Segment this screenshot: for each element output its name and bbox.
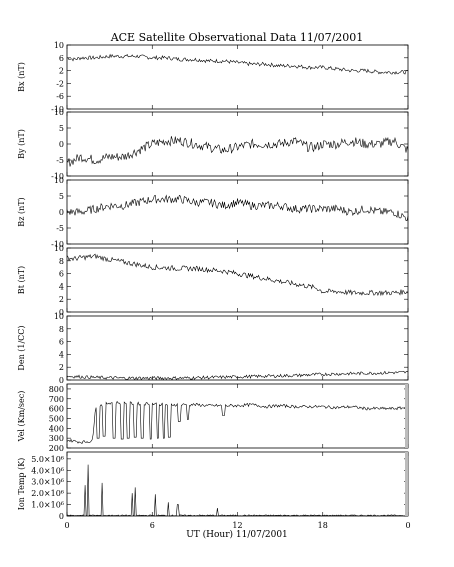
y-axis-label: Vel (Km/sec) bbox=[17, 391, 26, 443]
series-line-bz bbox=[66, 194, 409, 221]
panel-stack: 10 6 2 -2 -6 -10 Bx (nT) 10 5 0 -5 -10 By (nT) 10 5 0 -5… bbox=[17, 41, 409, 521]
panel-frame bbox=[66, 315, 409, 381]
series-line-by bbox=[66, 136, 409, 167]
y-tick-label: 5 bbox=[59, 192, 64, 201]
y-tick-label: 0 bbox=[59, 208, 64, 217]
y-tick-label: 6 bbox=[59, 270, 64, 279]
y-tick-label: 10 bbox=[54, 41, 64, 50]
y-tick-label: 4 bbox=[59, 350, 64, 359]
y-tick-label: 8 bbox=[59, 325, 64, 334]
series-line-bt bbox=[66, 253, 409, 297]
y-tick-label: 2 bbox=[59, 363, 64, 372]
panel-frame bbox=[66, 111, 409, 177]
y-tick-label: -5 bbox=[56, 224, 64, 233]
y-tick-label: 10 bbox=[54, 108, 64, 117]
y-axis-label: Ion Temp (K) bbox=[17, 458, 26, 511]
panel-bz: 10 5 0 -5 -10 Bz (nT) bbox=[17, 176, 409, 249]
y-axis-label: Den (1/CC) bbox=[17, 325, 26, 370]
y-tick-label: 8 bbox=[59, 257, 64, 266]
y-tick-label: 10 bbox=[54, 244, 64, 253]
y-tick-label: 400 bbox=[49, 424, 64, 433]
panel-bx: 10 6 2 -2 -6 -10 Bx (nT) bbox=[17, 41, 409, 114]
y-tick-label: 800 bbox=[49, 385, 64, 394]
series-line-den bbox=[66, 370, 409, 381]
y-axis-label: Bx (nT) bbox=[17, 62, 26, 92]
panel-bt: 10 8 6 4 2 0 Bt (nT) bbox=[17, 244, 409, 317]
y-tick-label: -10 bbox=[51, 172, 64, 181]
y-tick-label: 10 bbox=[54, 312, 64, 321]
y-tick-label: 500 bbox=[49, 414, 64, 423]
y-tick-label: 6 bbox=[59, 54, 64, 63]
series-line-temp bbox=[66, 464, 408, 517]
panel-by: 10 5 0 -5 -10 By (nT) bbox=[17, 108, 409, 181]
x-tick-labels: 0 6 12 18 0 bbox=[64, 521, 410, 530]
y-tick-label: 2 bbox=[59, 295, 64, 304]
x-tick-label: 18 bbox=[318, 521, 328, 530]
panel-frame bbox=[66, 451, 409, 517]
panel-temp: 5.0×10⁶ 4.0×10⁶ 3.0×10⁶ 2.0×10⁶ 1.0×10⁶ 0 Ion … bbox=[17, 451, 409, 521]
x-axis-label: UT (Hour) 11/07/2001 bbox=[186, 529, 288, 540]
y-tick-label: 200 bbox=[49, 444, 64, 453]
y-tick-label: 5 bbox=[59, 124, 64, 133]
y-axis-label: By (nT) bbox=[17, 129, 26, 159]
y-tick-label: 0 bbox=[59, 308, 64, 317]
y-tick-label: 4.0×10⁶ bbox=[31, 466, 64, 475]
panel-den: 10 8 6 4 2 0 Den (1/CC) bbox=[17, 312, 409, 385]
chart-title: ACE Satellite Observational Data 11/07/2… bbox=[110, 31, 364, 44]
y-tick-label: -10 bbox=[51, 240, 64, 249]
x-tick-label: 12 bbox=[232, 521, 242, 530]
series-line-vel bbox=[66, 400, 409, 444]
y-axis-label: Bt (nT) bbox=[17, 266, 26, 294]
y-tick-label: 0 bbox=[59, 376, 64, 385]
y-tick-label: 2 bbox=[59, 67, 64, 76]
y-tick-label: 4 bbox=[59, 282, 64, 291]
y-tick-label: 3.0×10⁶ bbox=[31, 478, 64, 487]
y-tick-label: -10 bbox=[51, 105, 64, 114]
x-tick-label: 0 bbox=[64, 521, 69, 530]
series-line-bx bbox=[67, 53, 409, 75]
panel-frame bbox=[66, 383, 409, 449]
y-tick-label: 5.0×10⁶ bbox=[31, 455, 64, 464]
y-tick-label: 10 bbox=[54, 176, 64, 185]
y-tick-label: -6 bbox=[56, 92, 64, 101]
panel-frame bbox=[66, 247, 409, 313]
x-tick-label: 6 bbox=[150, 521, 155, 530]
data-gap-band bbox=[405, 452, 408, 516]
y-tick-label: 300 bbox=[49, 434, 64, 443]
y-tick-label: 0 bbox=[59, 512, 64, 521]
y-tick-label: -5 bbox=[56, 156, 64, 165]
y-tick-label: 0 bbox=[59, 140, 64, 149]
y-tick-label: 700 bbox=[49, 395, 64, 404]
y-tick-label: -2 bbox=[56, 79, 64, 88]
y-tick-label: 1.0×10⁶ bbox=[31, 501, 64, 510]
y-tick-label: 6 bbox=[59, 338, 64, 347]
y-tick-label: 2.0×10⁶ bbox=[31, 489, 64, 498]
y-axis-label: Bz (nT) bbox=[17, 197, 26, 226]
data-gap-band bbox=[405, 384, 408, 448]
panel-frame bbox=[66, 44, 409, 110]
x-tick-label: 0 bbox=[405, 521, 410, 530]
y-tick-label: 600 bbox=[49, 405, 64, 414]
